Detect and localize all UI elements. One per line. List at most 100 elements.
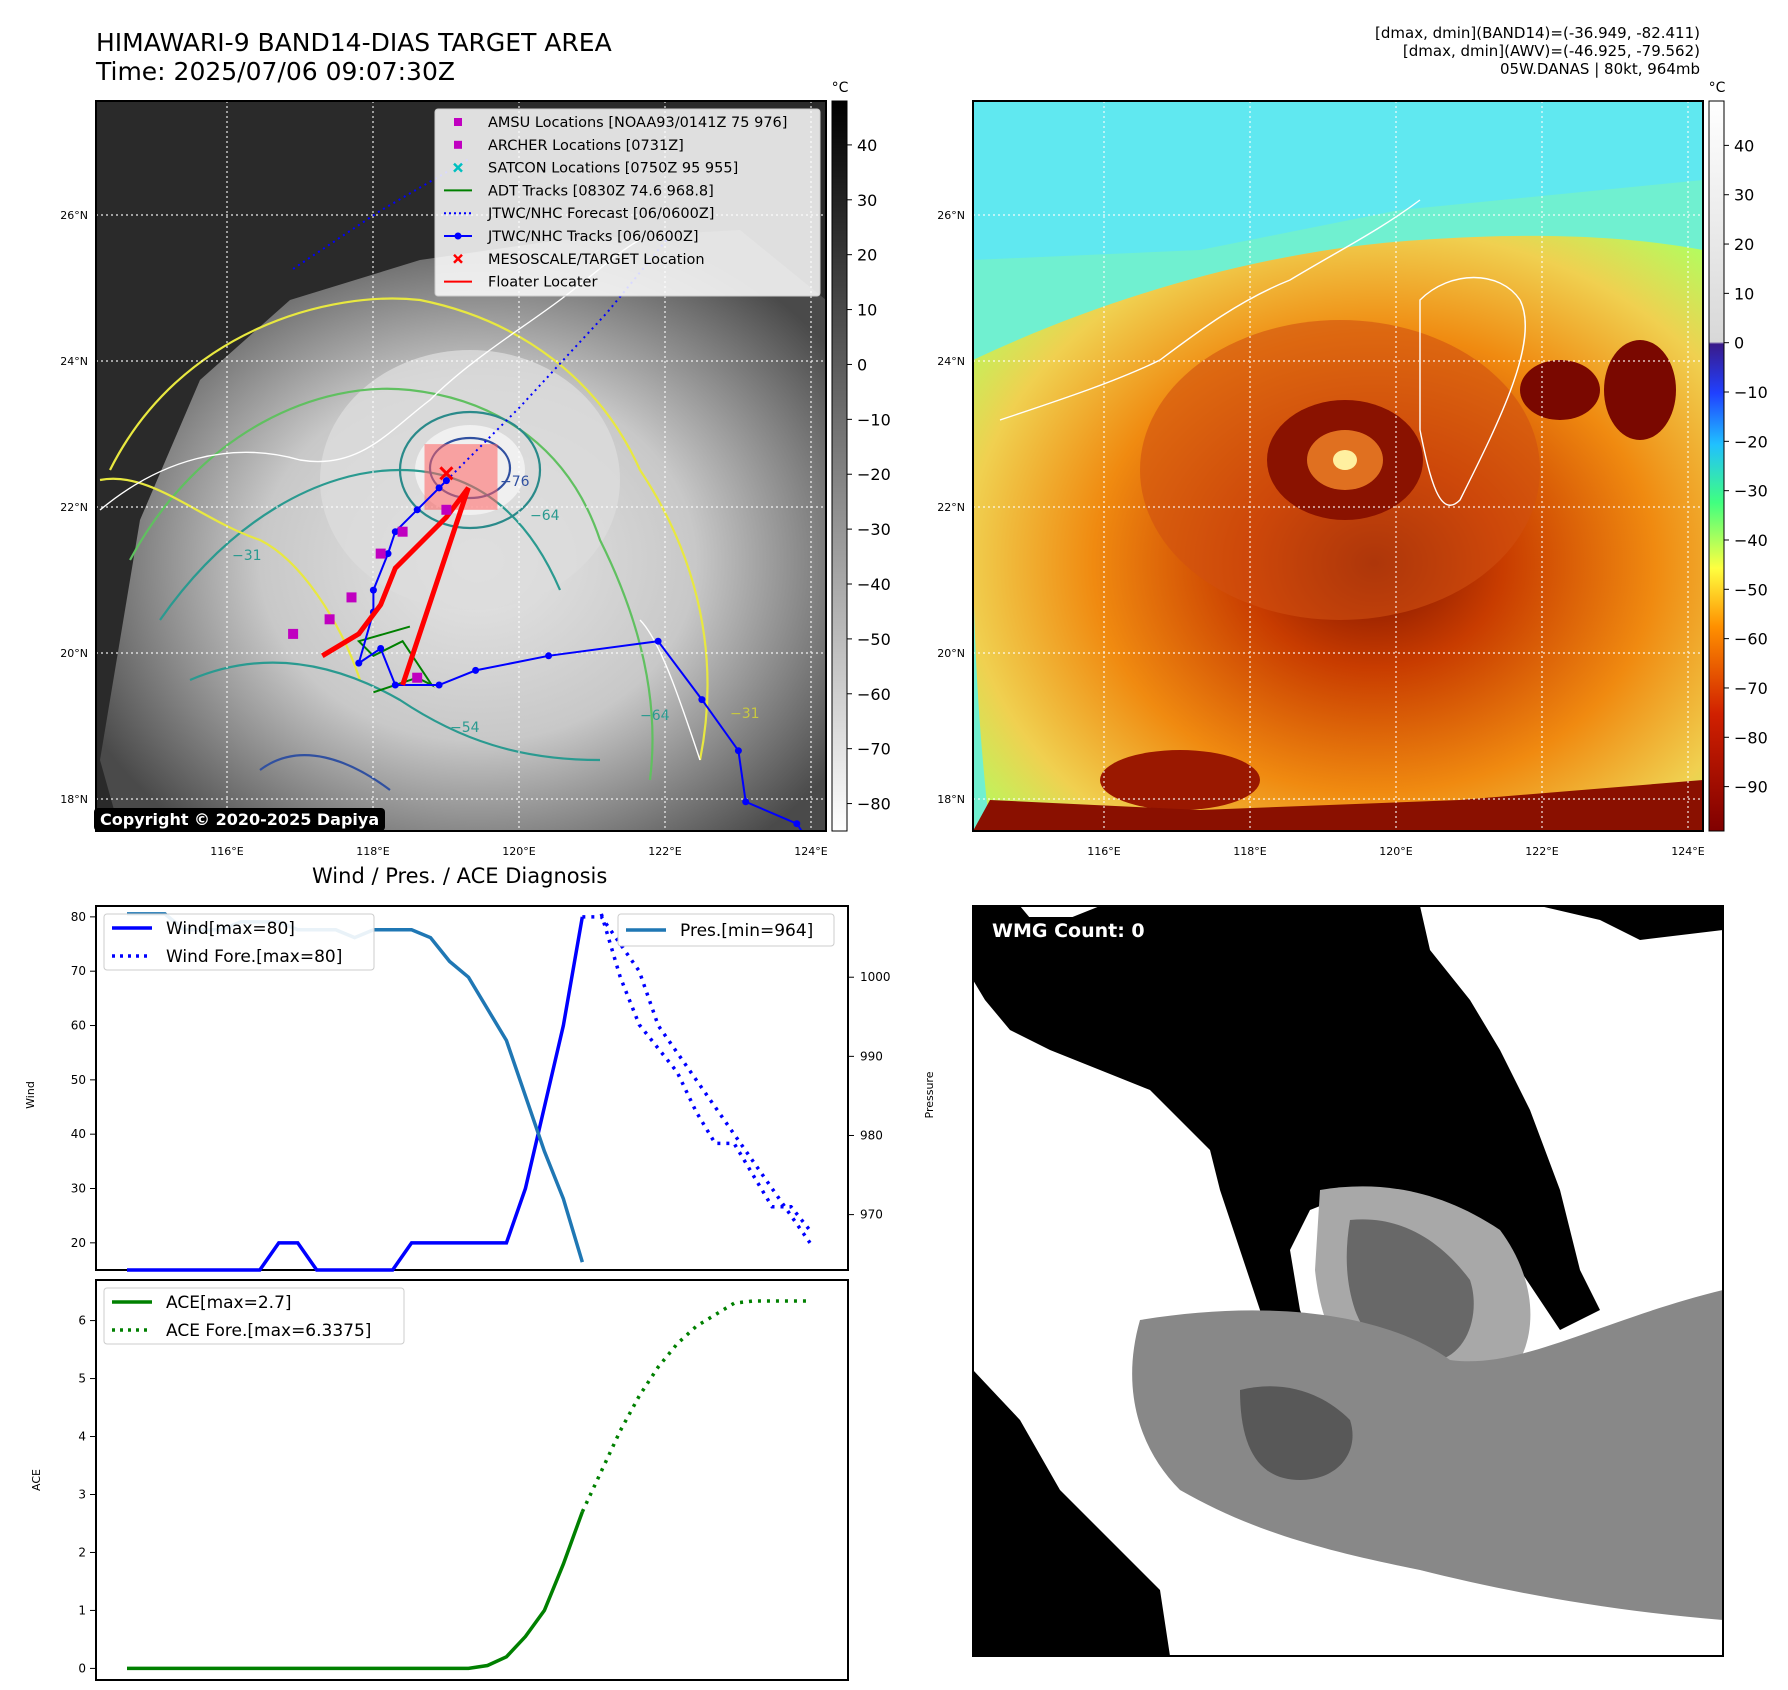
awv-stats: [dmax, dmin](AWV)=(-46.925, -79.562) — [1402, 42, 1700, 60]
colorbar-tick-label: 40 — [857, 136, 877, 155]
legend-entry: ACE[max=2.7] — [166, 1293, 292, 1313]
colorbar-tick-label: −10 — [1734, 383, 1768, 402]
archer-marker — [441, 504, 452, 515]
lat-tick-label: 18°N — [60, 793, 88, 806]
track-layer — [288, 158, 803, 831]
pressure-tick-label: 1000 — [860, 970, 891, 984]
colorbar-tick-label: −80 — [1734, 728, 1768, 747]
lat-tick-label: 22°N — [60, 501, 88, 514]
legend-entry: JTWC/NHC Forecast [06/0600Z] — [487, 206, 714, 222]
lat-tick-label: 24°N — [60, 355, 88, 368]
jtwc-track-point — [654, 637, 662, 645]
colorbar-tick-label: 10 — [1734, 284, 1754, 303]
colorbar-tick-label: 30 — [1734, 186, 1754, 205]
colorbar-tick-label: −50 — [857, 630, 891, 649]
title-line-2: Time: 2025/07/06 09:07:30Z — [96, 57, 455, 86]
pressure-tick-label: 990 — [860, 1049, 883, 1063]
legend-swatch — [453, 253, 463, 264]
contour-label: −64 — [640, 708, 670, 724]
jtwc-track-point — [391, 681, 399, 689]
target-location-marker — [439, 466, 454, 481]
colorbar-tick-label: −60 — [857, 685, 891, 704]
colorbar-tick-label: −20 — [857, 465, 891, 484]
wind-forecast-line — [582, 915, 812, 1244]
colorbar-tick-label: 0 — [1734, 334, 1744, 353]
ir-map-panel: −31 −54 −64 −76 −64 −31 AMSU Locations [… — [60, 80, 1768, 858]
lon-tick-label: 116°E — [210, 845, 243, 858]
jtwc-track-point — [377, 645, 385, 652]
title-line-1: HIMAWARI-9 BAND14-DIAS TARGET AREA — [96, 28, 612, 57]
wind-tick-label: 60 — [71, 1019, 86, 1033]
contour-label: −31 — [730, 706, 760, 722]
jtwc-track-point — [472, 666, 480, 674]
lat-tick-label: 26°N — [937, 209, 965, 222]
colorbar-tick-label: 10 — [857, 301, 877, 320]
legend-swatch — [454, 118, 462, 126]
lon-tick-label: 122°E — [1525, 845, 1558, 858]
jtwc-track-point — [793, 820, 801, 828]
wind-tick-label: 70 — [71, 964, 86, 978]
colorbar-tick-label: −30 — [857, 520, 891, 539]
wmg-panel — [972, 905, 1724, 1657]
colorbar-tick-label: 40 — [1734, 136, 1754, 155]
archer-marker — [346, 592, 357, 603]
archer-marker — [288, 628, 299, 639]
ace-tick-label: 3 — [78, 1487, 86, 1501]
legend-entry: MESOSCALE/TARGET Location — [488, 252, 705, 268]
pressure-tick-label: 970 — [860, 1208, 883, 1222]
colorbar-tick-label: −90 — [1734, 778, 1768, 797]
ace-tick-label: 4 — [78, 1430, 86, 1444]
jtwc-track-point — [355, 659, 363, 667]
ace-axes — [95, 1279, 849, 1681]
colorbar-unit: °C — [1709, 80, 1726, 96]
wind-axis-label: Wind — [24, 1081, 37, 1109]
ace-axis-label: ACE — [30, 1469, 43, 1491]
jtwc-track-point — [742, 798, 750, 806]
colorbar-tick-label: −80 — [857, 795, 891, 814]
jtwc-track-point — [435, 484, 443, 492]
colorbar-tick-label: −70 — [1734, 679, 1768, 698]
colorbar-tick-label: −70 — [857, 740, 891, 759]
lon-tick-label: 120°E — [1379, 845, 1412, 858]
wind-line — [127, 916, 585, 1272]
legend-entry: Floater Locater — [488, 275, 597, 291]
lon-tick-label: 118°E — [1233, 845, 1266, 858]
legend-entry: ARCHER Locations [0731Z] — [488, 138, 684, 154]
lon-tick-label: 124°E — [1671, 845, 1704, 858]
wind-tick-label: 50 — [71, 1073, 86, 1087]
jtwc-track-point — [442, 477, 450, 485]
colorbar-tick-label: −30 — [1734, 482, 1768, 501]
stats-header: [dmax, dmin](BAND14)=(-36.949, -82.411) … — [1375, 24, 1700, 78]
pressure-forecast-line — [599, 913, 812, 1232]
contour-label: −64 — [530, 508, 560, 524]
lat-tick-label: 24°N — [937, 355, 965, 368]
jtwc-track-point — [698, 696, 706, 704]
ace-tick-label: 0 — [78, 1661, 86, 1675]
wind-tick-label: 30 — [71, 1182, 86, 1196]
archer-marker — [397, 526, 408, 537]
wind-tick-label: 20 — [71, 1236, 86, 1250]
map-title: HIMAWARI-9 BAND14-DIAS TARGET AREA Time:… — [96, 28, 612, 86]
lat-tick-label: 22°N — [937, 501, 965, 514]
storm-summary: 05W.DANAS | 80kt, 964mb — [1499, 60, 1700, 78]
archer-marker — [412, 672, 423, 683]
jtwc-track-point — [369, 586, 377, 594]
colorbar-tick-label: −20 — [1734, 432, 1768, 451]
jtwc-track-point — [545, 652, 553, 660]
colorbar-tick-label: −10 — [857, 410, 891, 429]
contour-label: −76 — [500, 474, 530, 490]
legend-entry: Pres.[min=964] — [680, 921, 813, 941]
lon-tick-label: 116°E — [1087, 845, 1120, 858]
grayscale-colorbar — [831, 100, 848, 832]
legend-entry: ACE Fore.[max=6.3375] — [166, 1321, 371, 1341]
colorbar-tick-label: −50 — [1734, 580, 1768, 599]
legend-swatch — [453, 162, 463, 173]
lon-tick-label: 118°E — [356, 845, 389, 858]
lat-tick-label: 18°N — [937, 793, 965, 806]
colorbar-tick-label: 0 — [857, 355, 867, 374]
legend-swatch — [454, 232, 462, 240]
colorbar-tick-label: 20 — [1734, 235, 1754, 254]
ace-line — [127, 1511, 584, 1671]
colorbar-tick-label: 30 — [857, 191, 877, 210]
